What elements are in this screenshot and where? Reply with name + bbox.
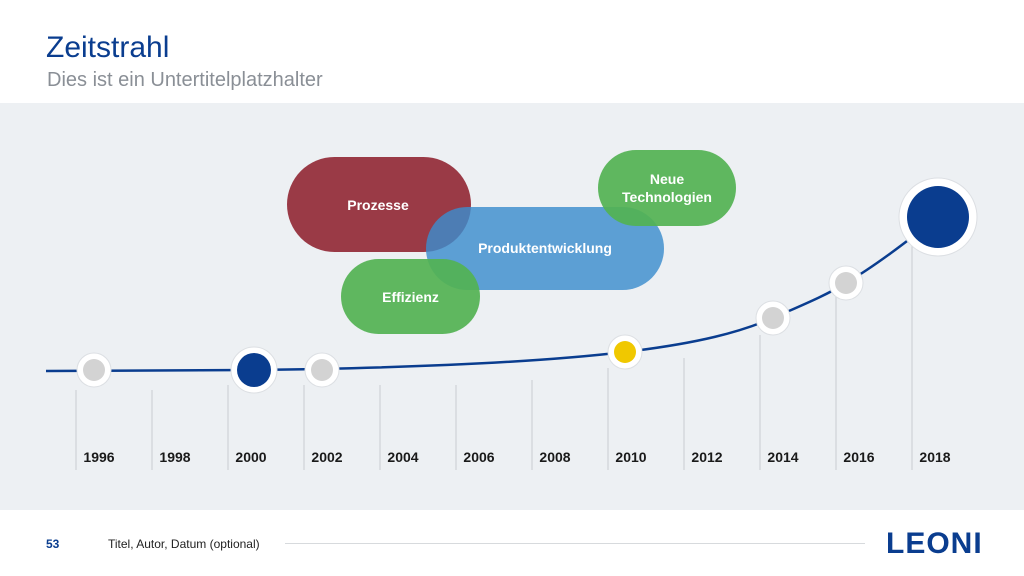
timeline-panel [0, 103, 1024, 510]
year-label: 2000 [235, 449, 267, 465]
bubble-neue-technologien-label: Neue Technologien [622, 171, 712, 205]
page-number: 53 [46, 537, 60, 551]
year-label: 2006 [463, 449, 495, 465]
milestone-dot-2000 [237, 353, 271, 387]
year-label: 2008 [539, 449, 571, 465]
year-label: 2012 [691, 449, 723, 465]
bubble-neue-technologien: Neue Technologien [598, 150, 736, 226]
milestone-dot-2010 [614, 341, 636, 363]
year-label: 1998 [159, 449, 191, 465]
bubble-effizienz-label: Effizienz [382, 288, 439, 305]
milestone-dot-1996 [83, 359, 105, 381]
footer-text: Titel, Autor, Datum (optional) [108, 537, 260, 551]
milestone-dot-2018 [907, 186, 969, 248]
bubble-effizienz: Effizienz [341, 259, 480, 334]
slide-subtitle: Dies ist ein Untertitelplatzhalter [47, 69, 323, 91]
slide-title: Zeitstrahl [46, 31, 170, 64]
leoni-logo: LEONI [886, 527, 983, 560]
year-label: 2018 [919, 449, 951, 465]
year-label: 2002 [311, 449, 343, 465]
year-label: 2004 [387, 449, 419, 465]
year-label: 2014 [767, 449, 799, 465]
bubble-prozesse-label: Prozesse [347, 196, 409, 213]
milestone-dot-2002 [311, 359, 333, 381]
year-label: 1996 [83, 449, 115, 465]
year-label: 2016 [843, 449, 875, 465]
milestone-dot-2014 [762, 307, 784, 329]
year-label: 2010 [615, 449, 647, 465]
bubble-produktentwicklung-label: Produktentwicklung [478, 239, 612, 256]
milestone-dot-2016 [835, 272, 857, 294]
footer-divider [285, 543, 865, 544]
